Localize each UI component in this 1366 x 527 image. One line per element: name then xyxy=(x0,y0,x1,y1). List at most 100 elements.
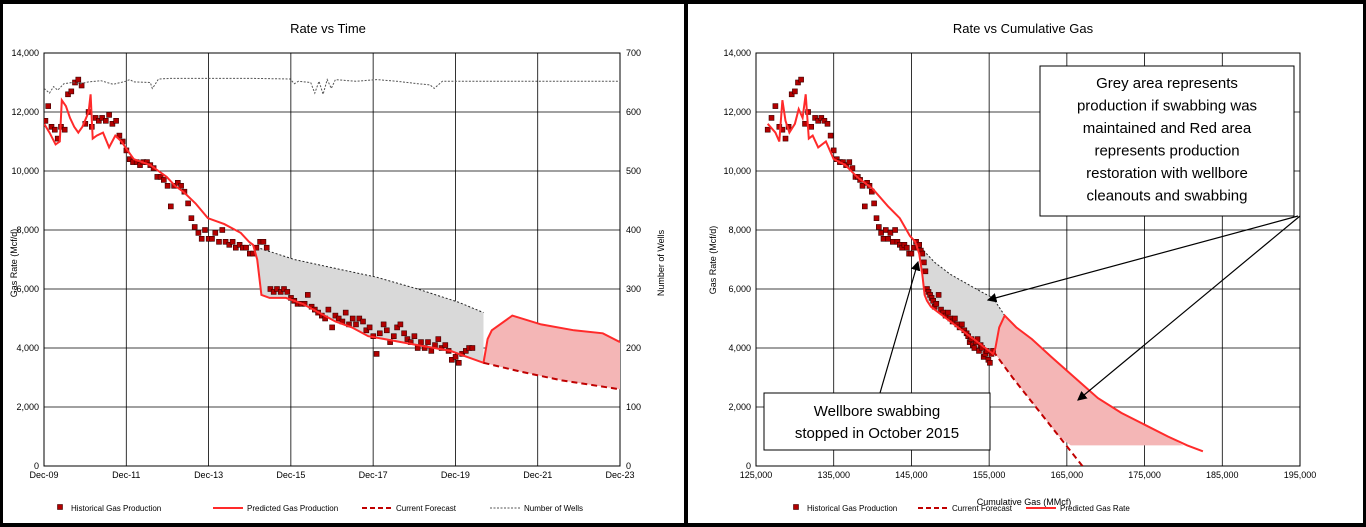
plot-content xyxy=(764,76,1204,466)
annotation-text: Grey area represents xyxy=(1096,75,1238,92)
frame-divider xyxy=(684,0,688,527)
annotation-text: maintained and Red area xyxy=(1083,120,1252,137)
legend-entry: Predicted Gas Rate xyxy=(1060,504,1130,513)
annotation-box xyxy=(763,392,991,451)
data-point xyxy=(394,324,400,331)
grey-area-region xyxy=(915,241,1005,354)
annotation-arrow xyxy=(1077,215,1301,401)
data-point xyxy=(277,289,284,295)
data-point xyxy=(390,333,397,340)
data-point xyxy=(887,230,894,236)
data-point xyxy=(922,268,929,275)
rate-vs-time-chart: Rate vs Time Gas Rate (Mcf/d) Number of … xyxy=(9,21,666,513)
data-point xyxy=(904,244,910,251)
data-point xyxy=(45,103,52,109)
legend-entry: Current Forecast xyxy=(396,504,457,513)
x-tick-label: 165,000 xyxy=(1051,470,1084,480)
data-point xyxy=(380,321,387,328)
data-point xyxy=(209,236,215,242)
data-point xyxy=(469,345,476,351)
data-point xyxy=(325,306,332,313)
legend-entry: Current Forecast xyxy=(952,504,1013,513)
data-point xyxy=(798,76,804,83)
data-point xyxy=(236,242,243,248)
y-tick-label: 10,000 xyxy=(723,166,751,176)
plot-area xyxy=(755,52,1301,467)
annotation-text: restoration with wellbore xyxy=(1086,165,1248,182)
data-point xyxy=(808,124,814,130)
data-point xyxy=(401,330,407,337)
x-tick-label: 195,000 xyxy=(1284,470,1317,480)
data-point xyxy=(164,183,171,189)
x-tick-label: 145,000 xyxy=(895,470,928,480)
number-of-wells-line xyxy=(44,77,620,97)
data-point xyxy=(342,309,349,316)
red-area-region xyxy=(993,315,1184,446)
data-point xyxy=(243,244,249,251)
data-point xyxy=(921,259,927,266)
data-point xyxy=(157,174,164,180)
data-point xyxy=(376,330,383,337)
y2-tick-label: 700 xyxy=(626,48,641,58)
data-point xyxy=(106,112,112,118)
y-tick-label: 12,000 xyxy=(723,107,751,117)
x-tick-label: Dec-23 xyxy=(605,470,634,480)
data-point xyxy=(448,356,455,363)
annotation-box xyxy=(1039,65,1295,217)
data-point xyxy=(96,118,102,124)
y2-tick-label: 0 xyxy=(626,461,631,471)
data-point xyxy=(782,135,789,142)
data-point xyxy=(815,118,821,124)
x-tick-label: Dec-21 xyxy=(523,470,552,480)
data-point xyxy=(126,156,133,162)
data-point xyxy=(103,118,109,124)
y-tick-label: 0 xyxy=(34,461,39,471)
data-point xyxy=(229,239,236,245)
data-point xyxy=(48,124,55,130)
y-tick-label: 6,000 xyxy=(16,284,39,294)
frame-border-top xyxy=(0,0,1366,4)
data-point xyxy=(233,244,239,251)
data-point xyxy=(859,183,866,189)
annotation-text: production if swabbing was xyxy=(1077,98,1257,115)
data-point xyxy=(871,200,877,207)
data-point xyxy=(263,244,270,251)
data-point xyxy=(455,359,462,366)
y2-tick-label: 400 xyxy=(626,225,641,235)
x-tick-label: Dec-13 xyxy=(194,470,223,480)
data-point xyxy=(821,118,828,124)
data-point xyxy=(198,236,205,242)
frame-border-right xyxy=(1363,0,1366,527)
data-point xyxy=(959,321,965,328)
annotation-arrow xyxy=(986,215,1299,303)
y-tick-label: 0 xyxy=(746,461,751,471)
data-point xyxy=(428,348,435,354)
data-point xyxy=(92,115,99,121)
data-point xyxy=(99,115,105,121)
data-point xyxy=(356,315,363,322)
y-tick-label: 12,000 xyxy=(11,107,39,117)
legend-entry: Number of Wells xyxy=(524,504,583,513)
annotation-text: stopped in October 2015 xyxy=(795,425,959,442)
data-point xyxy=(768,115,775,121)
x-tick-label: 175,000 xyxy=(1128,470,1161,480)
legend-swatch xyxy=(793,504,799,510)
data-point xyxy=(397,321,404,328)
legend: Historical Gas Production Predicted Gas P… xyxy=(57,504,583,513)
y-tick-label: 14,000 xyxy=(11,48,39,58)
data-point xyxy=(137,162,143,168)
data-point xyxy=(284,289,291,295)
legend-entry: Predicted Gas Production xyxy=(247,504,338,513)
data-point xyxy=(788,91,795,98)
x-axis-label: Cumulative Gas (MMcf) xyxy=(977,497,1072,507)
data-point xyxy=(892,227,898,233)
data-point xyxy=(212,230,219,236)
y2-tick-label: 200 xyxy=(626,343,641,353)
y-tick-label: 14,000 xyxy=(723,48,751,58)
data-point xyxy=(885,236,891,242)
data-point xyxy=(219,227,226,233)
predicted-gas-production-line xyxy=(44,94,620,365)
y-tick-label: 10,000 xyxy=(11,166,39,176)
grey-area-region xyxy=(249,241,484,363)
